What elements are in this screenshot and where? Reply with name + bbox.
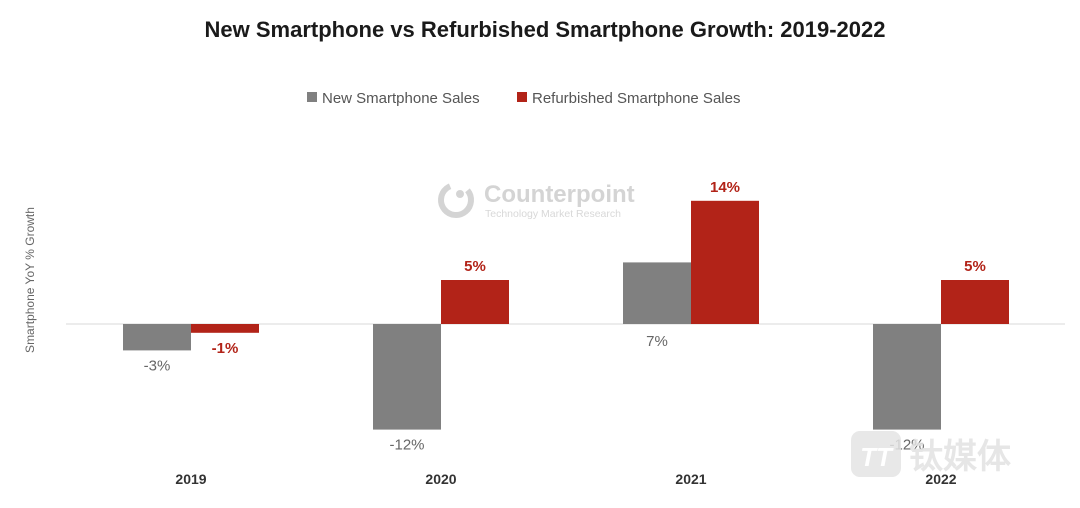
bar-refurbished-2021	[691, 200, 759, 324]
bar-new-2019	[123, 324, 191, 351]
chart-title: New Smartphone vs Refurbished Smartphone…	[205, 17, 886, 42]
counterpoint-watermark: Counterpoint Technology Market Research	[438, 181, 635, 220]
bar-refurbished-2020	[441, 280, 509, 324]
x-tick-label-2022: 2022	[925, 471, 956, 487]
x-tick-label-2020: 2020	[425, 471, 456, 487]
counterpoint-watermark-tagline: Technology Market Research	[485, 208, 621, 220]
data-label-new-2021: 7%	[646, 333, 668, 350]
tmtpost-logo-text: TT	[860, 442, 894, 472]
category-axis: 2019 2020 2021 2022	[175, 471, 956, 487]
bars-layer	[123, 200, 1009, 430]
data-label-refurbished-2020: 5%	[464, 258, 486, 275]
legend-label-new: New Smartphone Sales	[322, 90, 480, 107]
bar-new-2022	[873, 324, 941, 430]
bar-refurbished-2022	[941, 280, 1009, 324]
legend-swatch-refurbished	[517, 92, 527, 102]
data-label-refurbished-2022: 5%	[964, 258, 986, 275]
counterpoint-watermark-name: Counterpoint	[484, 181, 635, 208]
x-tick-label-2019: 2019	[175, 471, 206, 487]
data-label-new-2019: -3%	[144, 357, 171, 374]
tmtpost-logo-icon	[851, 431, 901, 477]
counterpoint-logo-icon	[438, 181, 474, 218]
x-tick-label-2021: 2021	[675, 471, 706, 487]
bar-new-2020	[373, 324, 441, 430]
bar-refurbished-2019	[191, 324, 259, 333]
tmtpost-watermark-text: 钛媒体	[909, 437, 1011, 477]
data-label-new-2020: -12%	[389, 437, 424, 454]
legend-label-refurbished: Refurbished Smartphone Sales	[532, 90, 740, 107]
legend: New Smartphone Sales Refurbished Smartph…	[307, 90, 740, 107]
bar-new-2021	[623, 262, 691, 324]
data-label-refurbished-2019: -1%	[212, 340, 239, 357]
y-axis-label: Smartphone YoY % Growth	[23, 207, 37, 353]
legend-swatch-new	[307, 92, 317, 102]
tmtpost-watermark: TT 钛媒体	[851, 431, 1011, 477]
labels-layer: -3%-1%-12%5%7%14%-12%5%	[144, 179, 986, 454]
data-label-refurbished-2021: 14%	[710, 179, 740, 196]
